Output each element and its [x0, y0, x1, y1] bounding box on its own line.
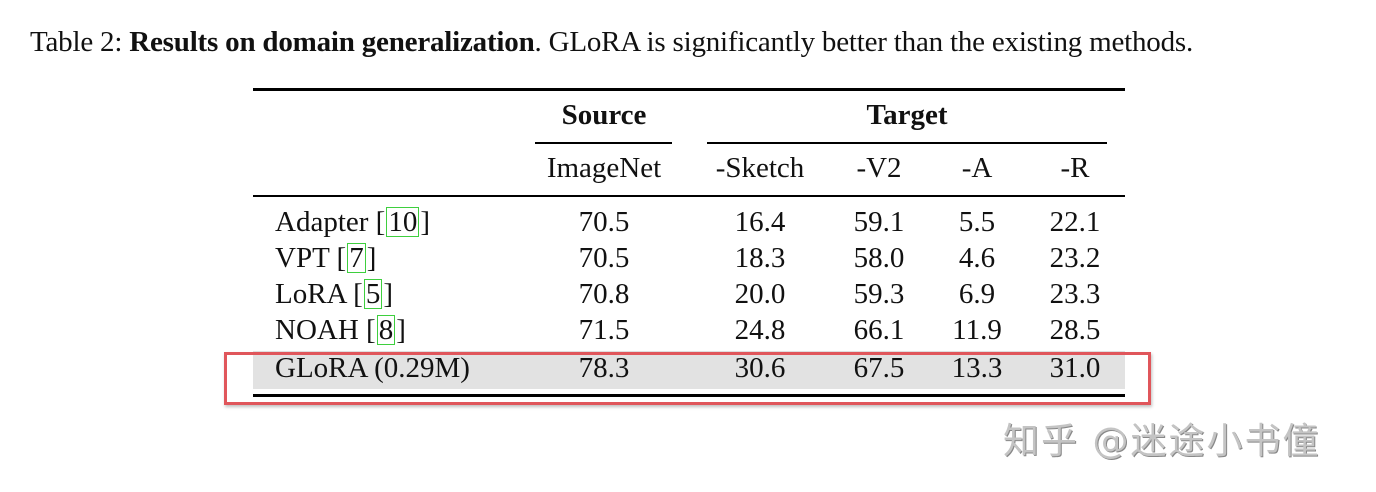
- col-sketch: -Sketch: [715, 152, 805, 184]
- table-cell: 13.3: [951, 352, 1003, 384]
- table-cell: 18.3: [734, 242, 786, 274]
- table-cell: 6.9: [958, 278, 996, 310]
- watermark: 知乎 @迷途小书僮: [1003, 421, 1321, 462]
- table-cell: 23.2: [1049, 242, 1101, 274]
- citation-link[interactable]: 8: [376, 314, 396, 346]
- table-row-vpt-method: VPT [7]: [275, 242, 377, 274]
- col-imagenet: ImageNet: [546, 152, 662, 184]
- col-v2: -V2: [856, 152, 902, 184]
- table-cell: 66.1: [853, 314, 905, 346]
- table-cell: 30.6: [734, 352, 786, 384]
- caption-title: Results on domain generalization: [129, 26, 535, 58]
- table-cell: 31.0: [1049, 352, 1101, 384]
- caption-text: . GLoRA is significantly better than the…: [534, 26, 1194, 58]
- table-cell: 70.5: [578, 206, 630, 238]
- table-row-noah-method: NOAH [8]: [275, 314, 406, 346]
- table-cell: 67.5: [853, 352, 905, 384]
- col-a: -A: [961, 152, 993, 184]
- table-cell: 59.3: [853, 278, 905, 310]
- table-cell: 78.3: [578, 352, 630, 384]
- top-rule: [253, 88, 1125, 91]
- bottom-rule: [253, 394, 1125, 397]
- citation-link[interactable]: 5: [363, 278, 383, 310]
- table-cell: 58.0: [853, 242, 905, 274]
- header-target: Target: [866, 99, 948, 131]
- citation-link[interactable]: 10: [386, 206, 420, 238]
- caption-label: Table 2:: [30, 26, 123, 58]
- table-cell: 70.5: [578, 242, 630, 274]
- mid-rule: [253, 195, 1125, 197]
- table-cell: 4.6: [958, 242, 996, 274]
- table-cell: 71.5: [578, 314, 630, 346]
- table-caption: Table 2: Results on domain generalizatio…: [30, 26, 1193, 59]
- highlight-annotation-box: [224, 352, 1151, 405]
- table-cell: 24.8: [734, 314, 786, 346]
- table-cell: 70.8: [578, 278, 630, 310]
- table-cell: 20.0: [734, 278, 786, 310]
- table-cell: 22.1: [1049, 206, 1101, 238]
- table-row-glora-method: GLoRA (0.29M): [275, 352, 470, 384]
- citation-link[interactable]: 7: [347, 242, 366, 274]
- table-cell: 23.3: [1049, 278, 1101, 310]
- table-cell: 59.1: [853, 206, 905, 238]
- table-cell: 11.9: [952, 314, 1002, 346]
- table-row-lora-method: LoRA [5]: [275, 278, 393, 310]
- source-cmidrule: [535, 142, 672, 144]
- table-row-adapter-method: Adapter [10]: [275, 206, 430, 238]
- target-cmidrule: [707, 142, 1107, 144]
- table-cell: 16.4: [734, 206, 786, 238]
- col-r: -R: [1060, 152, 1090, 184]
- table-cell: 5.5: [958, 206, 996, 238]
- highlighted-row-shade: [253, 351, 1125, 389]
- header-source: Source: [561, 99, 647, 131]
- table-cell: 28.5: [1049, 314, 1101, 346]
